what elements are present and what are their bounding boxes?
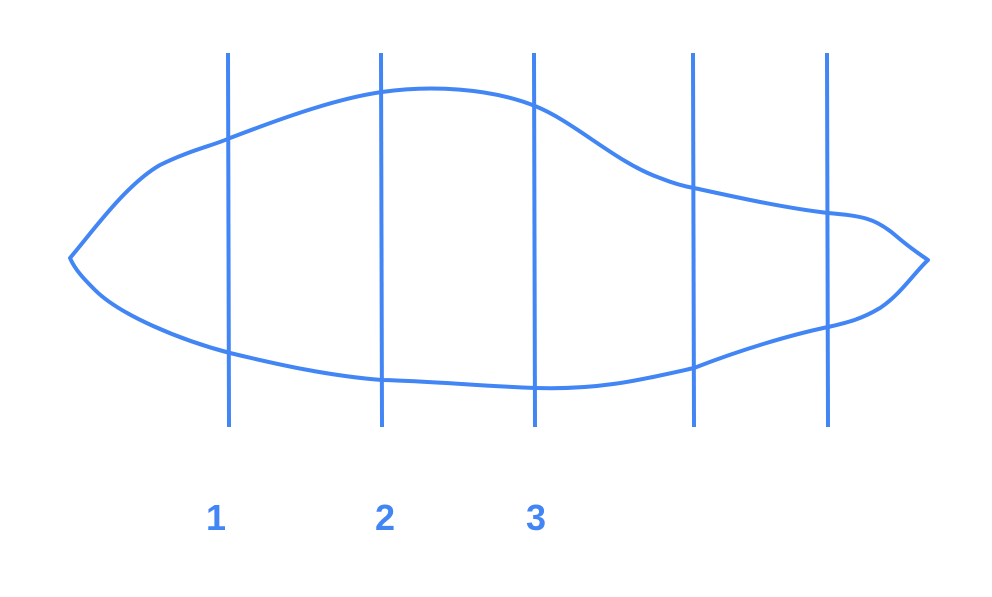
- section-label-2: 2: [375, 497, 395, 538]
- outline-shape: [68, 86, 930, 391]
- divider-line-4: [691, 52, 696, 428]
- section-label-3: 3: [526, 497, 546, 538]
- divider-line-2: [379, 52, 384, 428]
- section-label-1: 1: [206, 497, 226, 538]
- divider-line-3: [532, 52, 537, 428]
- divider-line-1: [226, 52, 231, 428]
- divider-line-5: [825, 52, 830, 428]
